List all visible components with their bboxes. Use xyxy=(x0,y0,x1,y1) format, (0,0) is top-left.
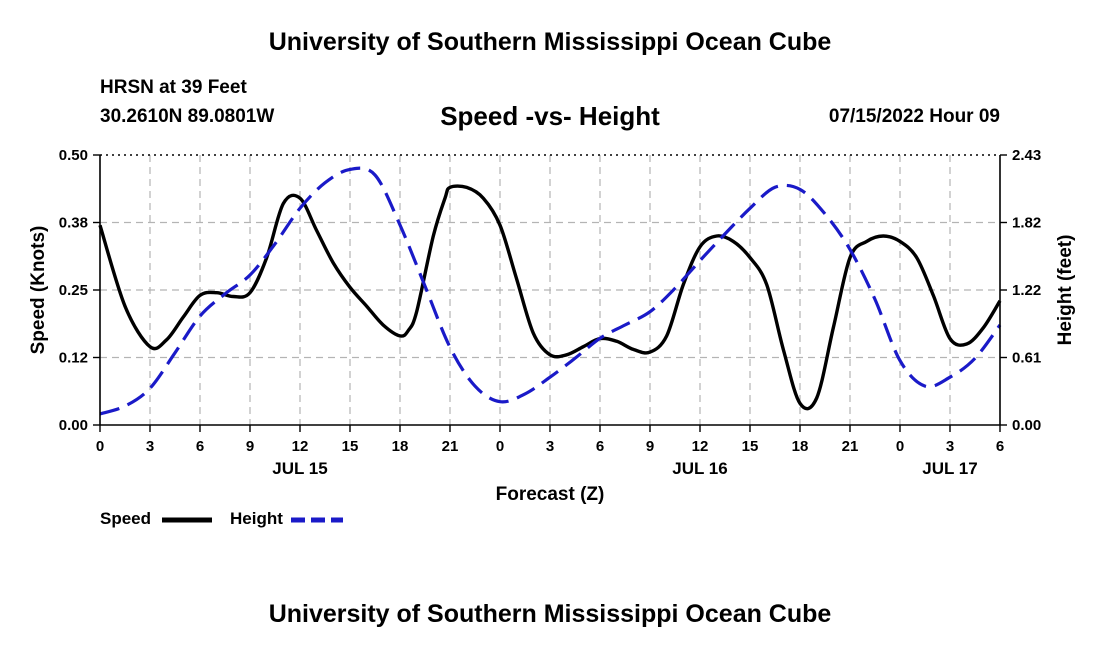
x-tick-label: 3 xyxy=(546,438,554,455)
page-title: University of Southern Mississippi Ocean… xyxy=(268,28,832,56)
x-tick-label: 6 xyxy=(996,438,1004,455)
footer-title: University of Southern Mississippi Ocean… xyxy=(268,600,832,628)
coordinates-label: 30.2610N 89.0801W xyxy=(100,106,275,127)
y-right-tick-label: 2.43 xyxy=(1012,147,1041,164)
x-tick-label: 15 xyxy=(342,438,359,455)
y-left-tick-label: 0.50 xyxy=(59,147,88,164)
x-axis-label: Forecast (Z) xyxy=(496,484,605,505)
x-tick-label: 15 xyxy=(742,438,759,455)
x-tick-label: 21 xyxy=(842,438,859,455)
x-tick-label: 0 xyxy=(896,438,904,455)
x-tick-label: 18 xyxy=(392,438,409,455)
x-tick-label: 0 xyxy=(96,438,104,455)
y-left-tick-label: 0.25 xyxy=(59,282,88,299)
series-lines xyxy=(98,166,1002,416)
grid xyxy=(100,154,1000,425)
legend-height-label: Height xyxy=(230,509,283,528)
date-label: JUL 15 xyxy=(272,459,327,478)
legend-speed-label: Speed xyxy=(100,509,152,528)
x-tick-label: 0 xyxy=(496,438,504,455)
y-axis-left-label: Speed (Knots) xyxy=(28,226,49,355)
station-label: HRSN at 39 Feet xyxy=(100,77,247,98)
y-right-tick-label: 0.00 xyxy=(1012,417,1041,434)
x-tick-label: 6 xyxy=(596,438,604,455)
y-right-tick-label: 1.22 xyxy=(1012,282,1041,299)
date-label: JUL 16 xyxy=(672,459,727,478)
height-series-line xyxy=(99,166,1002,416)
date-label: JUL 17 xyxy=(922,459,977,478)
x-tick-label: 21 xyxy=(442,438,459,455)
x-tick-label: 18 xyxy=(792,438,809,455)
x-tick-label: 3 xyxy=(146,438,154,455)
y-left-tick-label: 0.38 xyxy=(59,215,88,232)
forecast-datetime: 07/15/2022 Hour 09 xyxy=(828,106,1000,127)
x-tick-label: 6 xyxy=(196,438,204,455)
x-tick-label: 12 xyxy=(292,438,309,455)
y-left-tick-label: 0.12 xyxy=(59,350,88,367)
axis-ticks: 0 3 6 9 12 15 18 21 0 3 6 9 12 15 18 21 0 3 6 JUL 15 JUL 16 J… xyxy=(59,147,1041,478)
y-axis-right-label: Height (feet) xyxy=(1055,235,1076,346)
y-left-tick-label: 0.00 xyxy=(59,417,88,434)
x-tick-label: 12 xyxy=(692,438,709,455)
chart-title: Speed -vs- Height xyxy=(440,101,660,131)
x-tick-label: 3 xyxy=(946,438,954,455)
x-tick-label: 9 xyxy=(646,438,654,455)
y-right-tick-label: 0.61 xyxy=(1012,350,1041,367)
y-right-tick-label: 1.82 xyxy=(1012,215,1041,232)
x-tick-label: 9 xyxy=(246,438,254,455)
